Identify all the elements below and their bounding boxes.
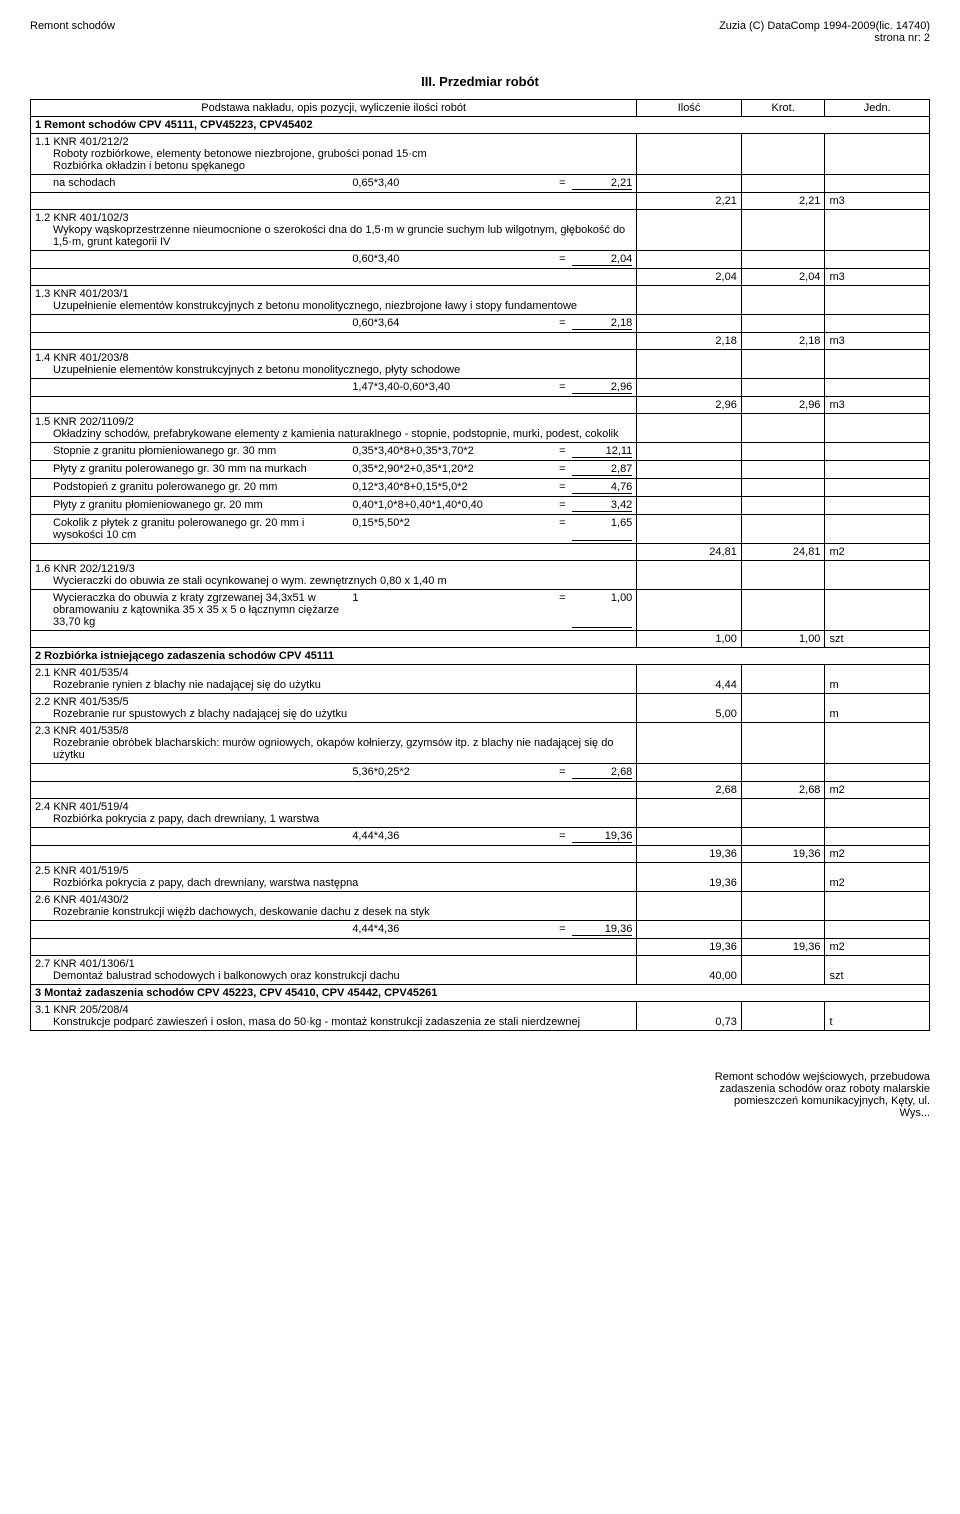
jedn-cell: m3: [825, 269, 930, 286]
ilosc-cell: 2,18: [637, 333, 742, 350]
footer-4: Wys...: [30, 1107, 930, 1119]
main-table: Podstawa nakładu, opis pozycji, wyliczen…: [30, 99, 930, 1031]
calc-line: Cokolik z płytek z granitu polerowanego …: [31, 515, 637, 544]
calc-line: 4,44*4,36=19,36: [31, 828, 637, 846]
ilosc-cell: 19,36: [637, 846, 742, 863]
header-right-2: strona nr: 2: [719, 32, 930, 44]
krot-cell: [741, 694, 825, 723]
item-desc: 2.5 KNR 401/519/5Rozbiórka pokrycia z pa…: [31, 863, 637, 892]
ilosc-cell: 19,36: [637, 863, 742, 892]
krot-cell: 2,96: [741, 397, 825, 414]
krot-cell: [741, 665, 825, 694]
item-desc: 1.4 KNR 401/203/8Uzupełnienie elementów …: [31, 350, 637, 379]
section-heading: 2 Rozbiórka istniejącego zadaszenia scho…: [31, 648, 930, 665]
item-desc: 1.1 KNR 401/212/2Roboty rozbiórkowe, ele…: [31, 134, 637, 175]
item-desc: 3.1 KNR 205/208/4Konstrukcje podparć zaw…: [31, 1002, 637, 1031]
header-left: Remont schodów: [30, 20, 115, 44]
item-desc: 2.2 KNR 401/535/5Rozebranie rur spustowy…: [31, 694, 637, 723]
ilosc-cell: 2,96: [637, 397, 742, 414]
table-header-row: Podstawa nakładu, opis pozycji, wyliczen…: [31, 100, 930, 117]
calc-line: 5,36*0,25*2=2,68: [31, 764, 637, 782]
jedn-cell: szt: [825, 631, 930, 648]
krot-cell: 2,18: [741, 333, 825, 350]
header-right: Zuzia (C) DataComp 1994-2009(lic. 14740)…: [719, 20, 930, 44]
item-desc: 1.5 KNR 202/1109/2Okładziny schodów, pre…: [31, 414, 637, 443]
jedn-cell: m: [825, 665, 930, 694]
ilosc-cell: 40,00: [637, 956, 742, 985]
ilosc-cell: 5,00: [637, 694, 742, 723]
calc-line: Płyty z granitu polerowanego gr. 30 mm n…: [31, 461, 637, 479]
calc-line: Płyty z granitu płomieniowanego gr. 20 m…: [31, 497, 637, 515]
jedn-cell: m2: [825, 939, 930, 956]
ilosc-cell: 2,21: [637, 193, 742, 210]
th-krot: Krot.: [741, 100, 825, 117]
calc-line: Podstopień z granitu polerowanego gr. 20…: [31, 479, 637, 497]
footer-1: Remont schodów wejściowych, przebudowa: [30, 1071, 930, 1083]
krot-cell: 2,21: [741, 193, 825, 210]
jedn-cell: m3: [825, 397, 930, 414]
item-desc: 1.2 KNR 401/102/3Wykopy wąskoprzestrzenn…: [31, 210, 637, 251]
krot-cell: 19,36: [741, 846, 825, 863]
item-desc: 2.1 KNR 401/535/4Rozebranie rynien z bla…: [31, 665, 637, 694]
item-desc: 2.7 KNR 401/1306/1Demontaż balustrad sch…: [31, 956, 637, 985]
section-heading: 1 Remont schodów CPV 45111, CPV45223, CP…: [31, 117, 930, 134]
krot-cell: 1,00: [741, 631, 825, 648]
jedn-cell: m2: [825, 782, 930, 799]
ilosc-cell: 4,44: [637, 665, 742, 694]
jedn-cell: t: [825, 1002, 930, 1031]
footer: Remont schodów wejściowych, przebudowa z…: [30, 1071, 930, 1119]
th-jedn: Jedn.: [825, 100, 930, 117]
jedn-cell: m3: [825, 333, 930, 350]
section-heading: 3 Montaż zadaszenia schodów CPV 45223, C…: [31, 985, 930, 1002]
page-header: Remont schodów Zuzia (C) DataComp 1994-2…: [30, 20, 930, 44]
jedn-cell: m3: [825, 193, 930, 210]
krot-cell: [741, 1002, 825, 1031]
ilosc-cell: 24,81: [637, 544, 742, 561]
footer-2: zadaszenia schodów oraz roboty malarskie: [30, 1083, 930, 1095]
item-desc: 2.6 KNR 401/430/2Rozebranie konstrukcji …: [31, 892, 637, 921]
krot-cell: [741, 956, 825, 985]
calc-line: Wycieraczka do obuwia z kraty zgrzewanej…: [31, 590, 637, 631]
item-desc: 1.3 KNR 401/203/1Uzupełnienie elementów …: [31, 286, 637, 315]
calc-line: 4,44*4,36=19,36: [31, 921, 637, 939]
jedn-cell: m2: [825, 863, 930, 892]
footer-3: pomieszczeń komunikacyjnych, Kęty, ul.: [30, 1095, 930, 1107]
ilosc-cell: 1,00: [637, 631, 742, 648]
ilosc-cell: 2,04: [637, 269, 742, 286]
calc-line: Stopnie z granitu płomieniowanego gr. 30…: [31, 443, 637, 461]
jedn-cell: m2: [825, 846, 930, 863]
calc-line: 0,60*3,40=2,04: [31, 251, 637, 269]
jedn-cell: m: [825, 694, 930, 723]
krot-cell: 2,68: [741, 782, 825, 799]
calc-line: 1,47*3,40-0,60*3,40=2,96: [31, 379, 637, 397]
calc-line: na schodach0,65*3,40=2,21: [31, 175, 637, 193]
krot-cell: 24,81: [741, 544, 825, 561]
ilosc-cell: 0,73: [637, 1002, 742, 1031]
ilosc-cell: 2,68: [637, 782, 742, 799]
ilosc-cell: 19,36: [637, 939, 742, 956]
krot-cell: 19,36: [741, 939, 825, 956]
item-desc: 2.3 KNR 401/535/8Rozebranie obróbek blac…: [31, 723, 637, 764]
section-title: III. Przedmiar robót: [30, 74, 930, 89]
th-desc: Podstawa nakładu, opis pozycji, wyliczen…: [31, 100, 637, 117]
calc-line: 0,60*3,64=2,18: [31, 315, 637, 333]
jedn-cell: szt: [825, 956, 930, 985]
krot-cell: 2,04: [741, 269, 825, 286]
item-desc: 1.6 KNR 202/1219/3Wycieraczki do obuwia …: [31, 561, 637, 590]
krot-cell: [741, 863, 825, 892]
jedn-cell: m2: [825, 544, 930, 561]
item-desc: 2.4 KNR 401/519/4Rozbiórka pokrycia z pa…: [31, 799, 637, 828]
th-ilosc: Ilość: [637, 100, 742, 117]
header-right-1: Zuzia (C) DataComp 1994-2009(lic. 14740): [719, 20, 930, 32]
